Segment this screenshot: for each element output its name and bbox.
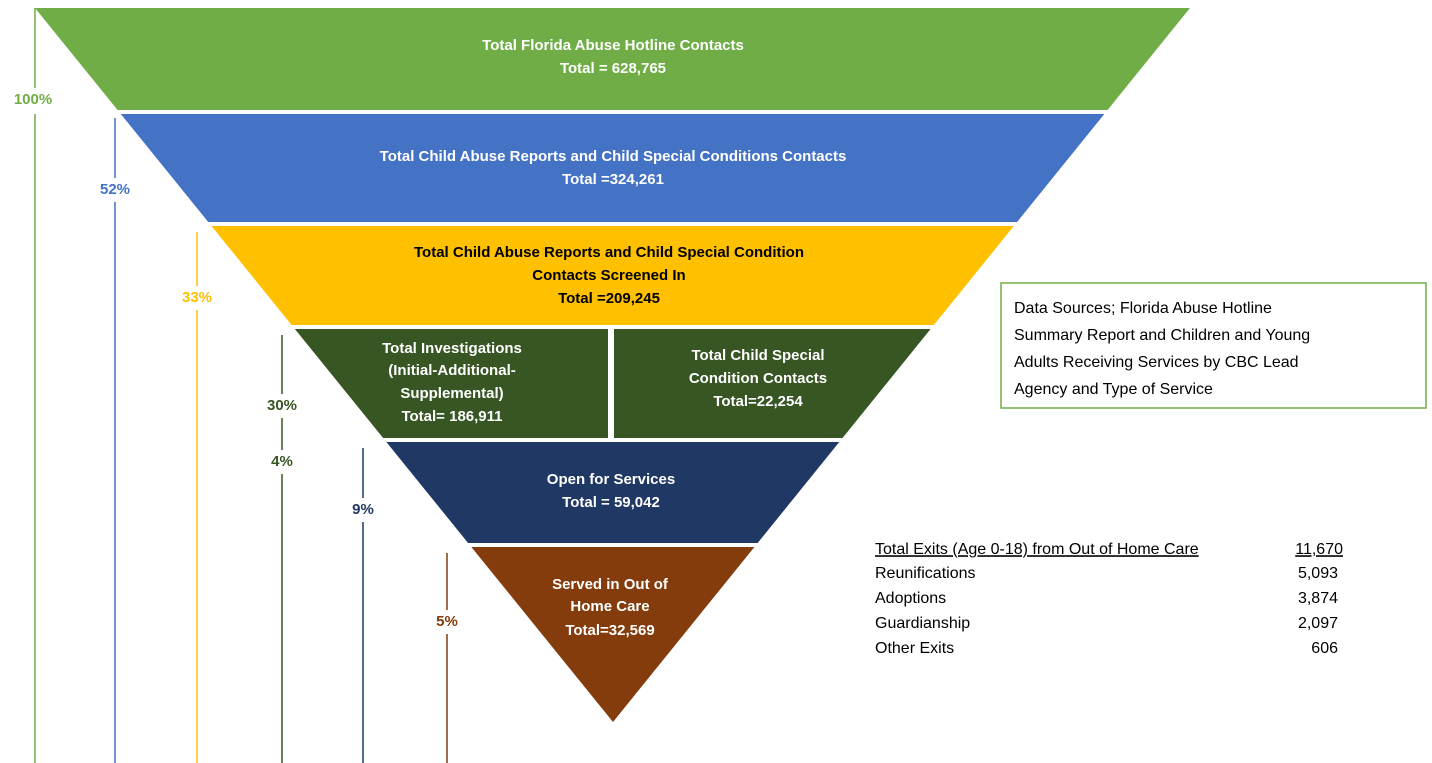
stage-label: Supplemental) [400, 385, 503, 402]
stage-label: Total Investigations [382, 340, 522, 357]
funnel-stage [614, 329, 931, 438]
percentage-label: 100% [14, 91, 52, 108]
stage-label: Total=22,254 [713, 393, 803, 410]
stage-label: Total =209,245 [558, 290, 660, 307]
funnel-stage [35, 8, 1190, 110]
stage-label: Condition Contacts [689, 370, 827, 387]
exits-header: Total Exits (Age 0-18) from Out of Home … [875, 541, 1199, 558]
stage-label: Total Child Special [691, 347, 824, 364]
funnel-stage [294, 329, 608, 438]
exit-count: 606 [1311, 640, 1338, 657]
stage-label: Open for Services [547, 471, 675, 488]
percentage-label: 4% [271, 453, 293, 470]
note-box [1000, 282, 1427, 409]
stage-label: Total Florida Abuse Hotline Contacts [482, 37, 744, 54]
stage-label: Total Child Abuse Reports and Child Spec… [414, 244, 804, 261]
stage-label: (Initial-Additional- [388, 362, 515, 379]
stage-label: Total = 628,765 [560, 60, 666, 77]
funnel-stage [471, 547, 755, 722]
percentage-label: 9% [352, 501, 374, 518]
percentage-label: 5% [436, 613, 458, 630]
exit-count: 2,097 [1298, 615, 1338, 632]
exit-type: Other Exits [875, 640, 954, 657]
stage-label: Total = 59,042 [562, 494, 660, 511]
percentage-label: 30% [267, 397, 297, 414]
funnel-stage [386, 442, 840, 543]
exit-type: Reunifications [875, 565, 976, 582]
funnel-stage [211, 226, 1014, 325]
stage-label: Total=32,569 [565, 622, 654, 639]
exit-type: Guardianship [875, 615, 970, 632]
note-text: Agency and Type of Service [1014, 381, 1213, 398]
note-text: Summary Report and Children and Young [1014, 327, 1310, 344]
exits-total: 11,670 [1295, 541, 1343, 558]
stage-label: Total Child Abuse Reports and Child Spec… [380, 148, 847, 165]
note-text: Adults Receiving Services by CBC Lead [1014, 354, 1299, 371]
stage-label: Total= 186,911 [401, 408, 502, 425]
stage-label: Contacts Screened In [532, 267, 685, 284]
stage-label: Home Care [570, 598, 649, 615]
stage-label: Total =324,261 [562, 171, 664, 188]
percentage-label: 33% [182, 289, 212, 306]
exit-count: 5,093 [1298, 565, 1338, 582]
percentage-label: 52% [100, 181, 130, 198]
exit-count: 3,874 [1298, 590, 1338, 607]
note-text: Data Sources; Florida Abuse Hotline [1014, 300, 1272, 317]
stage-label: Served in Out of [552, 576, 669, 593]
exit-type: Adoptions [875, 590, 946, 607]
funnel-stage [120, 114, 1105, 222]
